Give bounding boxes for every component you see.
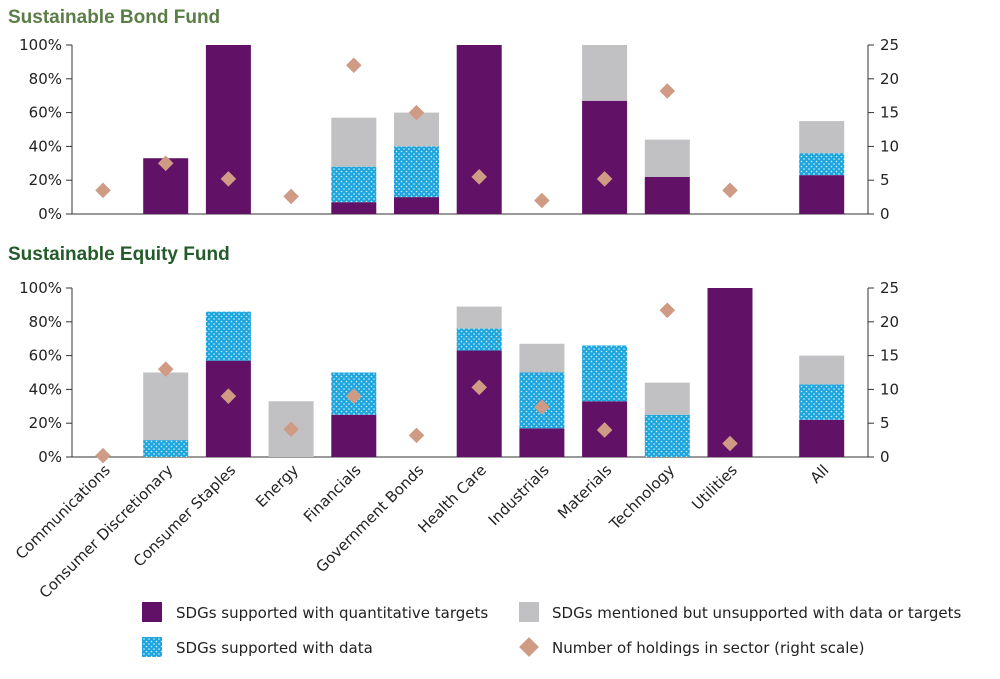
bond-bar-all-mentioned [799,121,845,154]
bond-holdings-energy [283,188,299,205]
category-label-industrials: Industrials [485,461,553,529]
bond-bar-all-data [799,153,845,176]
bond-bar-financials-quant [331,202,377,214]
equity-y2-tick-label: 10 [880,380,899,398]
equity-bar-technology-data [644,414,690,457]
bond-bar-all-quant [799,175,845,214]
bond-fund-title: Sustainable Bond Fund [8,7,220,28]
equity-fund-title: Sustainable Equity Fund [8,244,230,265]
equity-bar-all-data [799,384,845,420]
equity-bar-utilities-quant [707,288,753,457]
equity-bar-health-care-quant [456,350,502,457]
bond-y2-tick-label: 10 [880,137,899,155]
bond-y2-tick-label: 0 [880,205,890,223]
equity-bar-consumer-staples-data [205,311,251,361]
legend-swatch-data [142,637,162,657]
bond-bar-government-bonds-quant [394,197,439,214]
equity-bar-financials-quant [331,414,377,457]
equity-holdings-communications [95,447,111,464]
equity-bar-technology-mentioned [644,382,690,415]
legend-label-data: SDGs supported with data [176,639,373,657]
equity-holdings-consumer-staples [220,388,237,404]
bond-bar-materials-quant [582,100,628,214]
legend-swatch-quant [142,602,162,622]
legend-label-holdings: Number of holdings in sector (right scal… [552,639,865,657]
legend: SDGs supported with quantitative targets… [142,602,962,657]
equity-bar-all-mentioned [799,355,845,385]
bond-y-tick-label: 100% [19,36,62,54]
bond-bar-technology-quant [644,176,690,214]
bond-holdings-health-care [471,169,487,185]
bond-y-tick-label: 20% [29,171,62,189]
bond-y-tick-label: 60% [29,104,62,122]
category-label-utilities: Utilities [688,461,741,514]
bond-holdings-communications [95,182,111,199]
equity-bar-consumer-discretionary-data [143,440,189,457]
legend-label-quant: SDGs supported with quantitative targets [176,604,488,622]
equity-bar-all-quant [799,419,845,457]
bond-bar-government-bonds-data [394,146,439,198]
equity-bar-industrials-quant [519,428,565,457]
bond-holdings-financials [346,57,362,74]
equity-y2-tick-label: 20 [880,313,899,331]
equity-bar-health-care-data [456,328,502,351]
bond-bar-technology-mentioned [644,139,690,177]
category-label-all: All [807,461,833,487]
category-label-government-bonds: Government Bonds [312,461,427,576]
equity-y-tick-label: 40% [29,380,62,398]
equity-bar-industrials-mentioned [519,343,565,373]
bond-bar-health-care-quant [456,45,502,214]
category-label-materials: Materials [554,461,615,522]
bond-bar-financials-data [331,166,377,203]
bond-holdings-consumer-staples [220,171,237,187]
bond-y2-tick-label: 5 [880,171,890,189]
legend-swatch-holdings [519,637,539,657]
equity-y-tick-label: 0% [38,448,62,466]
bond-y2-tick-label: 15 [880,104,899,122]
bond-holdings-technology [659,83,676,99]
bond-bar-consumer-staples-quant [205,45,251,214]
bond-bar-financials-mentioned [331,117,377,167]
bond-y-tick-label: 80% [29,70,62,88]
equity-y2-tick-label: 5 [880,414,890,432]
equity-y-tick-label: 80% [29,313,62,331]
equity-y-tick-label: 20% [29,414,62,432]
equity-holdings-technology [659,302,676,319]
bond-bar-materials-mentioned [582,45,628,101]
category-label-financials: Financials [300,461,365,526]
bond-holdings-consumer-discretionary [157,155,174,172]
bond-y-tick-label: 0% [38,205,62,223]
equity-y2-tick-label: 0 [880,448,890,466]
bond-y-tick-label: 40% [29,137,62,155]
equity-holdings-government-bonds [408,427,425,444]
bond-holdings-materials [596,171,613,187]
legend-label-mentioned: SDGs mentioned but unsupported with data… [552,604,962,622]
bond-holdings-industrials [534,192,550,209]
legend-swatch-mentioned [519,602,539,622]
category-label-technology: Technology [605,461,678,534]
bond-y2-tick-label: 25 [880,36,899,54]
equity-bar-consumer-staples-quant [205,360,251,457]
category-label-energy: Energy [252,461,302,511]
equity-y2-tick-label: 15 [880,347,899,365]
equity-y-tick-label: 60% [29,347,62,365]
equity-bar-health-care-mentioned [456,306,502,329]
equity-bar-materials-data [582,345,628,402]
bond-y2-tick-label: 20 [880,70,899,88]
equity-y-tick-label: 100% [19,279,62,297]
equity-bar-consumer-discretionary-mentioned [143,372,189,441]
bond-holdings-utilities [722,182,738,199]
equity-y2-tick-label: 25 [880,279,899,297]
equity-holdings-consumer-discretionary [157,361,174,377]
